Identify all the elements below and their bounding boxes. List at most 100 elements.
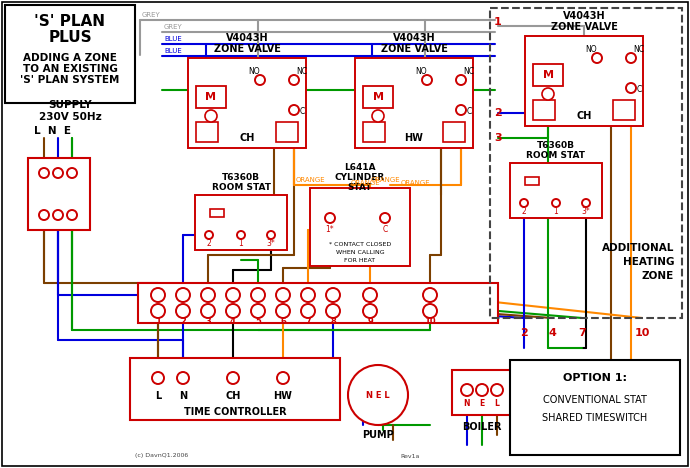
Circle shape <box>152 372 164 384</box>
Text: T6360B: T6360B <box>222 173 260 182</box>
Text: CH: CH <box>576 111 592 121</box>
Text: E: E <box>480 398 484 408</box>
Text: 3: 3 <box>205 316 211 326</box>
Circle shape <box>226 304 240 318</box>
Circle shape <box>177 372 189 384</box>
Bar <box>363 122 385 142</box>
Bar <box>130 358 340 420</box>
Bar <box>490 8 682 318</box>
Bar <box>525 177 539 185</box>
Circle shape <box>372 110 384 122</box>
Circle shape <box>456 75 466 85</box>
Text: 6: 6 <box>280 316 286 326</box>
Text: M: M <box>206 92 217 102</box>
Text: 1: 1 <box>155 316 161 326</box>
Bar <box>188 58 306 148</box>
Circle shape <box>363 304 377 318</box>
Circle shape <box>277 372 289 384</box>
Circle shape <box>520 199 528 207</box>
Text: OPTION 1:: OPTION 1: <box>563 373 627 383</box>
Text: Rev1a: Rev1a <box>400 453 420 459</box>
Circle shape <box>205 110 217 122</box>
Bar <box>195 195 287 250</box>
Text: CH: CH <box>226 391 241 401</box>
Circle shape <box>251 304 265 318</box>
Text: PUMP: PUMP <box>362 430 394 440</box>
Text: NO: NO <box>248 67 260 76</box>
Text: C: C <box>382 226 388 234</box>
Text: PLUS: PLUS <box>48 30 92 45</box>
Bar <box>210 209 224 217</box>
Text: N: N <box>464 398 471 408</box>
Bar <box>355 58 473 148</box>
Text: SUPPLY: SUPPLY <box>48 100 92 110</box>
Circle shape <box>542 88 554 100</box>
Text: ORANGE: ORANGE <box>400 180 430 186</box>
Text: C: C <box>636 86 642 95</box>
Text: M: M <box>373 92 384 102</box>
Circle shape <box>39 210 49 220</box>
Text: 2: 2 <box>520 328 528 338</box>
Text: 3: 3 <box>494 133 502 143</box>
Circle shape <box>201 304 215 318</box>
Circle shape <box>461 384 473 396</box>
Text: 1*: 1* <box>326 226 335 234</box>
Circle shape <box>301 288 315 302</box>
Text: FOR HEAT: FOR HEAT <box>344 258 375 263</box>
Circle shape <box>289 75 299 85</box>
Circle shape <box>326 304 340 318</box>
Text: NC: NC <box>464 67 475 76</box>
Circle shape <box>626 83 636 93</box>
Circle shape <box>205 231 213 239</box>
Text: 10: 10 <box>634 328 650 338</box>
Text: GREY: GREY <box>142 12 161 18</box>
Circle shape <box>422 75 432 85</box>
Text: 2: 2 <box>180 316 186 326</box>
Circle shape <box>267 231 275 239</box>
Text: ADDING A ZONE: ADDING A ZONE <box>23 53 117 63</box>
Circle shape <box>456 105 466 115</box>
Text: BLUE: BLUE <box>164 36 181 42</box>
Bar <box>510 163 602 218</box>
Text: WHEN CALLING: WHEN CALLING <box>336 250 384 256</box>
Text: 'S' PLAN SYSTEM: 'S' PLAN SYSTEM <box>20 75 119 85</box>
Bar <box>28 158 90 230</box>
Circle shape <box>491 384 503 396</box>
Text: 4: 4 <box>548 328 556 338</box>
Text: V4043H: V4043H <box>393 33 435 43</box>
Circle shape <box>423 304 437 318</box>
Text: ROOM STAT: ROOM STAT <box>526 151 586 160</box>
Bar <box>5 5 135 103</box>
Circle shape <box>39 168 49 178</box>
Text: 2: 2 <box>494 108 502 118</box>
Circle shape <box>151 304 165 318</box>
Text: NO: NO <box>415 67 427 76</box>
Circle shape <box>251 288 265 302</box>
Text: * CONTACT CLOSED: * CONTACT CLOSED <box>329 241 391 247</box>
Text: CYLINDER: CYLINDER <box>335 174 385 183</box>
Circle shape <box>176 304 190 318</box>
Text: N E L: N E L <box>366 390 390 400</box>
Text: 1: 1 <box>494 17 502 27</box>
Circle shape <box>380 213 390 223</box>
Text: 7: 7 <box>305 316 311 326</box>
Text: STAT: STAT <box>348 183 372 191</box>
Bar <box>276 122 298 142</box>
Bar <box>533 100 555 120</box>
Text: ORANGE: ORANGE <box>295 177 325 183</box>
Text: C: C <box>466 108 472 117</box>
Bar <box>138 283 498 323</box>
Text: NC: NC <box>297 67 308 76</box>
Circle shape <box>325 213 335 223</box>
Circle shape <box>237 231 245 239</box>
Text: L641A: L641A <box>344 163 376 173</box>
Circle shape <box>289 105 299 115</box>
Circle shape <box>176 288 190 302</box>
Text: 5: 5 <box>255 316 261 326</box>
Circle shape <box>67 210 77 220</box>
Circle shape <box>67 168 77 178</box>
Circle shape <box>226 288 240 302</box>
Text: T6360B: T6360B <box>537 140 575 149</box>
Text: 'S' PLAN: 'S' PLAN <box>34 15 106 29</box>
Text: GREY: GREY <box>164 24 183 30</box>
